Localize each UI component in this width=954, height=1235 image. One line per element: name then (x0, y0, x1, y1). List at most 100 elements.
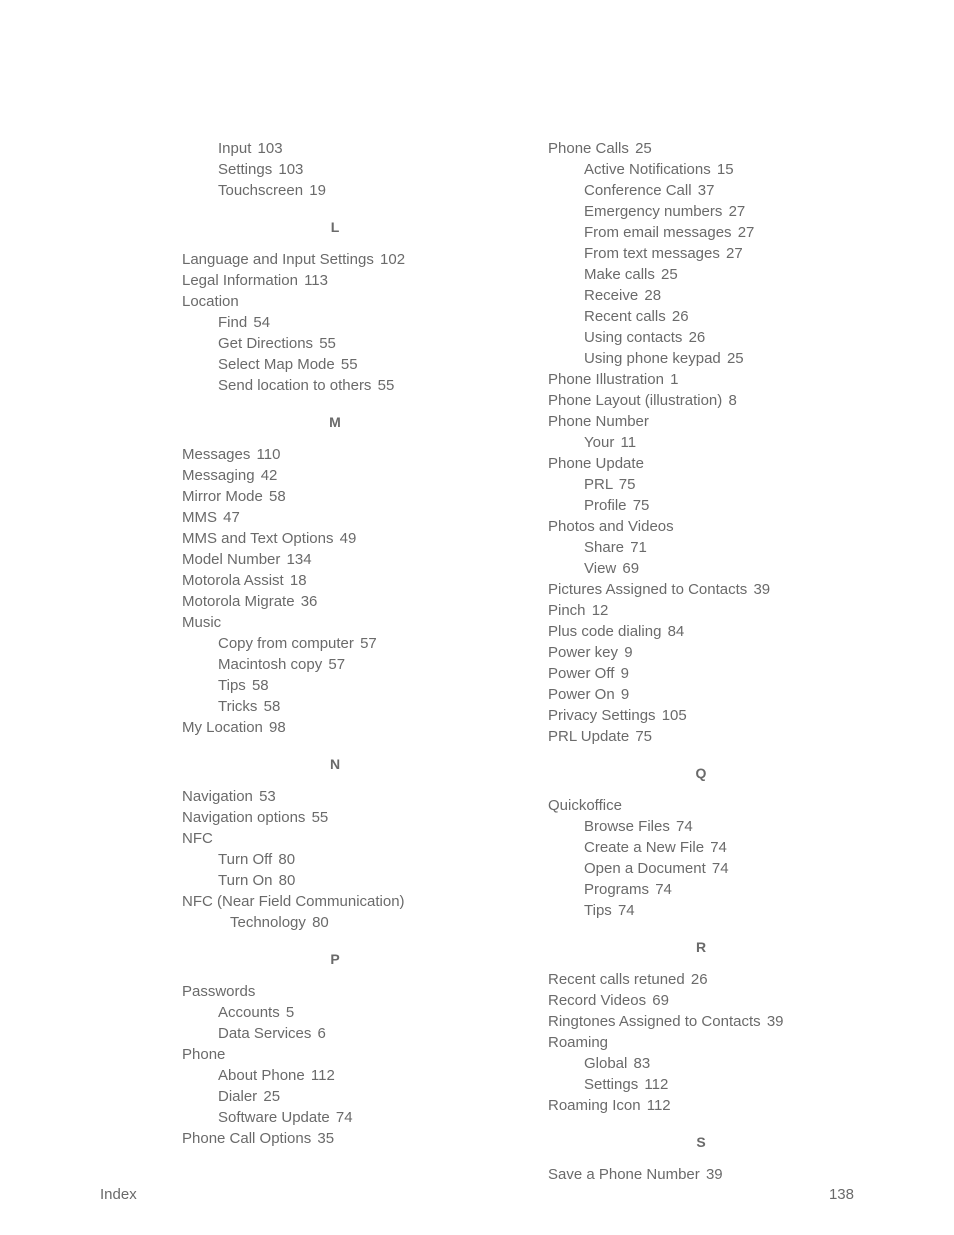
index-entry-page: 47 (223, 509, 240, 526)
index-entry-text: Quickoffice (548, 797, 622, 814)
index-entry: Phone Number (548, 411, 854, 432)
index-entry: Tricks 58 (218, 696, 488, 717)
index-entry-text: PRL Update (548, 728, 629, 745)
index-entry-text: PRL (584, 476, 613, 493)
index-entry-text: Recent calls (584, 308, 666, 325)
index-entry-page: 103 (258, 140, 283, 157)
index-entry-page: 75 (619, 476, 636, 493)
index-entry-text: Phone Call Options (182, 1130, 311, 1147)
index-entry-page: 25 (661, 266, 678, 283)
index-entry-page: 74 (655, 881, 672, 898)
index-page: Input 103Settings 103Touchscreen 19LLang… (0, 0, 954, 1185)
index-entry-page: 84 (668, 623, 685, 640)
index-entry: Tips 74 (584, 900, 854, 921)
index-entry-text: Turn On (218, 872, 272, 889)
index-entry-text: Receive (584, 287, 638, 304)
index-entry-page: 37 (698, 182, 715, 199)
index-entry: Phone Call Options 35 (182, 1128, 488, 1149)
index-entry: Phone (182, 1044, 488, 1065)
index-entry-page: 74 (618, 902, 635, 919)
index-entry-page: 19 (309, 182, 326, 199)
index-entry-page: 27 (729, 203, 746, 220)
index-entry: Share 71 (584, 537, 854, 558)
index-entry-page: 113 (304, 272, 328, 289)
index-entry: Pinch 12 (548, 600, 854, 621)
index-entry-text: Send location to others (218, 377, 371, 394)
index-entry: About Phone 112 (218, 1065, 488, 1086)
index-entry-text: Motorola Assist (182, 572, 284, 589)
index-entry: Find 54 (218, 312, 488, 333)
index-entry-text: Recent calls retuned (548, 971, 685, 988)
index-entry-text: Power On (548, 686, 615, 703)
index-entry-text: Browse Files (584, 818, 670, 835)
index-entry-page: 102 (380, 251, 405, 268)
index-entry-text: Motorola Migrate (182, 593, 295, 610)
index-entry-text: Your (584, 434, 614, 451)
index-entry: Recent calls 26 (584, 306, 854, 327)
index-entry-page: 80 (279, 872, 296, 889)
index-entry: My Location 98 (182, 717, 488, 738)
index-entry-page: 26 (689, 329, 706, 346)
index-entry: Privacy Settings 105 (548, 705, 854, 726)
index-entry: Select Map Mode 55 (218, 354, 488, 375)
index-entry-text: Music (182, 614, 221, 631)
index-entry-text: NFC (182, 830, 213, 847)
index-entry-page: 39 (753, 581, 770, 598)
index-entry: Dialer 25 (218, 1086, 488, 1107)
index-section-letter: P (182, 951, 488, 967)
index-entry: From email messages 27 (584, 222, 854, 243)
index-entry-page: 12 (592, 602, 609, 619)
index-entry-text: Copy from computer (218, 635, 354, 652)
index-entry: Roaming Icon 112 (548, 1095, 854, 1116)
index-entry-text: Phone (182, 1046, 225, 1063)
index-columns: Input 103Settings 103Touchscreen 19LLang… (132, 138, 854, 1185)
index-entry-page: 27 (726, 245, 743, 262)
index-entry-text: Make calls (584, 266, 655, 283)
index-entry: Quickoffice (548, 795, 854, 816)
index-entry: Location (182, 291, 488, 312)
index-entry-text: NFC (Near Field Communication) (182, 893, 405, 910)
index-entry-page: 26 (691, 971, 708, 988)
index-entry-text: Active Notifications (584, 161, 711, 178)
index-entry-text: My Location (182, 719, 263, 736)
index-entry-page: 55 (312, 809, 329, 826)
index-entry-text: Get Directions (218, 335, 313, 352)
index-entry-text: Settings (218, 161, 272, 178)
index-entry: Plus code dialing 84 (548, 621, 854, 642)
index-entry: NFC (Near Field Communication) (182, 891, 488, 912)
index-entry-text: Legal Information (182, 272, 298, 289)
index-entry-page: 57 (328, 656, 345, 673)
index-column-right: Phone Calls 25Active Notifications 15Con… (548, 138, 854, 1185)
index-entry: Language and Input Settings 102 (182, 249, 488, 270)
index-entry: Input 103 (218, 138, 488, 159)
index-entry: Pictures Assigned to Contacts 39 (548, 579, 854, 600)
index-entry-text: Tips (218, 677, 246, 694)
index-entry-text: Tricks (218, 698, 257, 715)
index-entry-text: Navigation (182, 788, 253, 805)
index-entry: NFC (182, 828, 488, 849)
index-entry-text: From text messages (584, 245, 720, 262)
index-entry-page: 53 (259, 788, 276, 805)
index-entry: Record Videos 69 (548, 990, 854, 1011)
index-entry-text: Open a Document (584, 860, 706, 877)
index-section-letter: Q (548, 765, 854, 781)
index-entry-text: Passwords (182, 983, 255, 1000)
index-entry: Touchscreen 19 (218, 180, 488, 201)
index-entry: Motorola Assist 18 (182, 570, 488, 591)
index-entry-page: 28 (644, 287, 661, 304)
index-entry-page: 74 (336, 1109, 353, 1126)
index-entry: Photos and Videos (548, 516, 854, 537)
index-entry-page: 15 (717, 161, 734, 178)
index-entry-page: 11 (620, 434, 636, 451)
index-entry: Make calls 25 (584, 264, 854, 285)
index-entry-page: 112 (644, 1076, 668, 1093)
index-entry-text: Phone Number (548, 413, 649, 430)
index-entry: Passwords (182, 981, 488, 1002)
index-entry: Browse Files 74 (584, 816, 854, 837)
index-entry: Navigation 53 (182, 786, 488, 807)
index-entry-page: 55 (319, 335, 336, 352)
index-entry-text: View (584, 560, 616, 577)
index-entry-page: 26 (672, 308, 689, 325)
footer-page-number: 138 (829, 1186, 854, 1203)
index-entry-page: 98 (269, 719, 286, 736)
